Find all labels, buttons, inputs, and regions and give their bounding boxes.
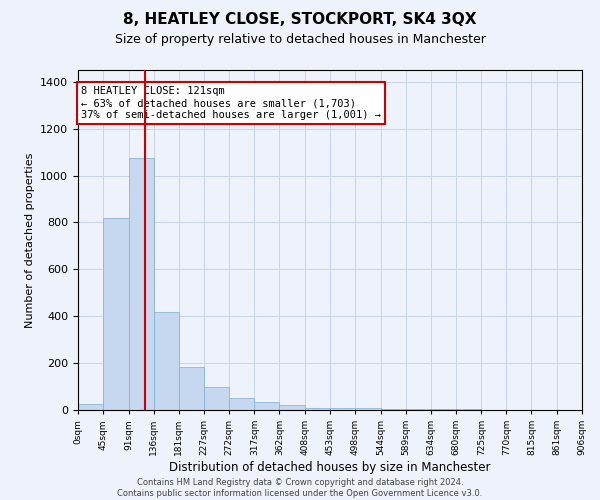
Bar <box>254 402 280 410</box>
Bar <box>179 366 204 410</box>
Bar <box>406 409 431 410</box>
Bar <box>330 408 355 410</box>
Bar <box>103 218 128 410</box>
Bar <box>280 406 305 410</box>
Bar <box>380 408 406 410</box>
Y-axis label: Number of detached properties: Number of detached properties <box>25 152 35 328</box>
Bar <box>78 404 103 410</box>
Text: Contains HM Land Registry data © Crown copyright and database right 2024.
Contai: Contains HM Land Registry data © Crown c… <box>118 478 482 498</box>
Bar <box>431 409 456 410</box>
Bar <box>204 386 229 410</box>
Bar <box>229 398 254 410</box>
Text: 8 HEATLEY CLOSE: 121sqm
← 63% of detached houses are smaller (1,703)
37% of semi: 8 HEATLEY CLOSE: 121sqm ← 63% of detache… <box>81 86 381 120</box>
Bar <box>305 408 330 410</box>
Bar <box>355 408 380 410</box>
Bar <box>154 312 179 410</box>
Bar <box>128 158 154 410</box>
Text: 8, HEATLEY CLOSE, STOCKPORT, SK4 3QX: 8, HEATLEY CLOSE, STOCKPORT, SK4 3QX <box>123 12 477 28</box>
X-axis label: Distribution of detached houses by size in Manchester: Distribution of detached houses by size … <box>169 461 491 474</box>
Text: Size of property relative to detached houses in Manchester: Size of property relative to detached ho… <box>115 32 485 46</box>
